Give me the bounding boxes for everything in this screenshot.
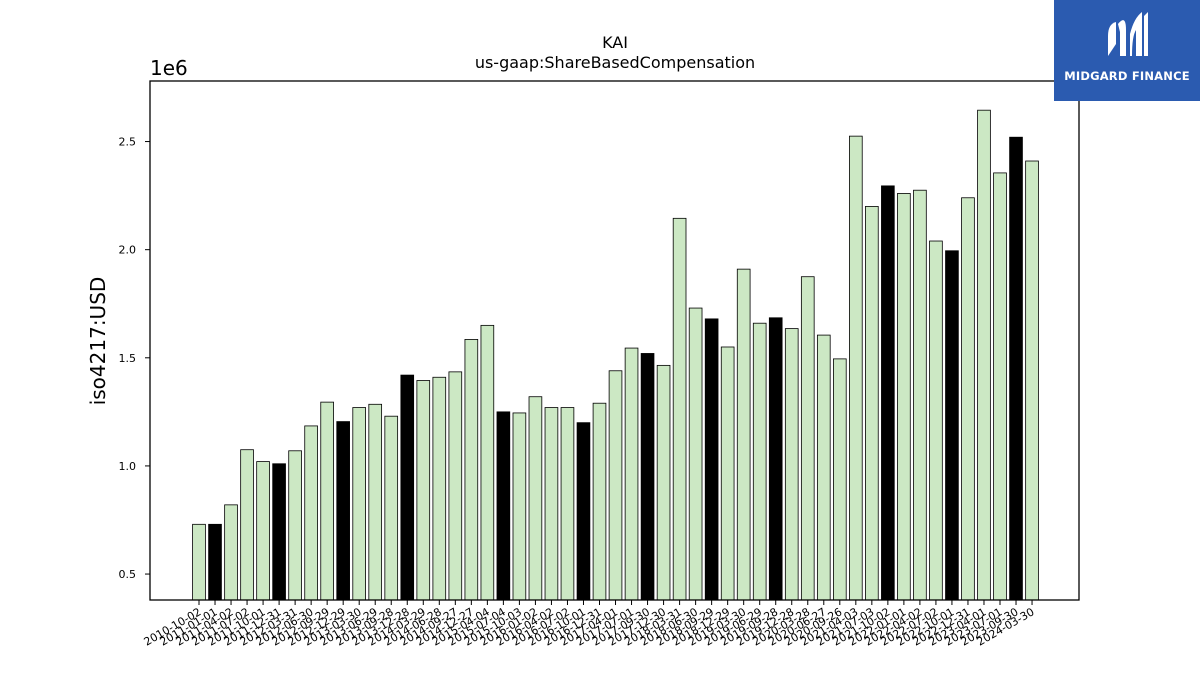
bar-2016-01-02 xyxy=(528,396,543,601)
bar-2023-04-01 xyxy=(977,109,991,601)
bar-2016-12-31 xyxy=(592,402,607,601)
bar-2020-09-26 xyxy=(833,358,847,601)
bar-2021-07-03 xyxy=(865,206,879,601)
y-offset-text: 1e6 xyxy=(150,56,188,80)
bar-2018-06-30 xyxy=(688,307,703,601)
bar-2017-09-30 xyxy=(640,353,655,601)
bar-2015-10-03 xyxy=(512,412,527,601)
bar-2011-10-01 xyxy=(256,461,270,601)
y-tick-label: 0.5 xyxy=(119,568,137,581)
bar-2023-07-01 xyxy=(993,172,1007,601)
y-axis-label: iso4217:USD xyxy=(86,277,110,406)
bar-2022-01-01 xyxy=(897,193,911,601)
bar-2013-12-28 xyxy=(400,374,415,601)
bar-2022-12-31 xyxy=(961,197,975,601)
bar-2011-04-02 xyxy=(224,504,238,601)
bar-2024-03-30 xyxy=(1025,160,1039,601)
y-tick-label: 2.5 xyxy=(119,136,137,149)
bar-2016-04-02 xyxy=(544,407,559,601)
y-tick-label: 1.0 xyxy=(119,460,137,473)
bar-2015-07-04 xyxy=(496,411,511,601)
bar-2012-06-30 xyxy=(304,425,318,601)
bar-2014-09-27 xyxy=(448,371,463,601)
bar-2012-12-29 xyxy=(336,421,350,601)
bar-2018-09-29 xyxy=(704,318,719,601)
brand-logo: MIDGARD FINANCE xyxy=(1054,0,1200,101)
plot-frame xyxy=(149,80,1080,601)
bar-2022-07-02 xyxy=(929,240,943,601)
chart-title: KAI xyxy=(602,33,628,52)
bars-group xyxy=(192,109,1039,601)
bar-2012-03-31 xyxy=(288,450,302,601)
bar-2019-12-28 xyxy=(784,328,799,601)
midgard-logo-icon xyxy=(1108,12,1148,56)
bar-2017-04-01 xyxy=(608,370,623,601)
bar-2020-03-28 xyxy=(800,276,815,601)
bar-2019-03-30 xyxy=(736,268,751,601)
bar-2014-03-29 xyxy=(416,380,431,601)
bar-2021-04-03 xyxy=(849,135,863,601)
bar-2017-12-30 xyxy=(656,364,671,601)
bar-2011-07-02 xyxy=(240,449,254,601)
brand-name: MIDGARD FINANCE xyxy=(1064,69,1190,83)
bar-2012-09-29 xyxy=(320,401,334,601)
bar-2013-03-30 xyxy=(352,407,366,601)
bar-2013-09-28 xyxy=(384,415,399,601)
bar-2019-06-29 xyxy=(752,322,767,601)
chart-subtitle: us-gaap:ShareBasedCompensation xyxy=(475,53,755,72)
bar-2013-06-29 xyxy=(368,403,383,601)
bar-2018-03-31 xyxy=(672,217,687,601)
bar-2021-10-02 xyxy=(881,185,895,601)
bar-2019-09-28 xyxy=(768,317,783,601)
y-ticks: 0.5 1.0 1.5 2.0 2.5 xyxy=(119,136,150,581)
bar-2016-07-02 xyxy=(560,407,575,601)
bar-2017-07-01 xyxy=(624,347,639,601)
y-tick-label: 1.5 xyxy=(119,352,137,365)
x-ticks: 2010-10-022011-01-012011-04-022011-07-02… xyxy=(142,600,1037,649)
bar-2011-01-01 xyxy=(208,523,222,601)
bar-2016-10-01 xyxy=(576,422,591,601)
bar-2020-06-27 xyxy=(816,334,831,601)
bar-2015-04-04 xyxy=(480,324,495,601)
bar-2014-06-28 xyxy=(432,376,447,601)
bar-2010-10-02 xyxy=(192,523,206,601)
bar-2018-12-29 xyxy=(720,346,735,601)
bar-2022-04-02 xyxy=(913,189,927,601)
bar-2022-10-01 xyxy=(945,250,959,601)
y-tick-label: 2.0 xyxy=(119,244,137,257)
bar-2023-09-30 xyxy=(1009,136,1023,601)
bar-2011-12-31 xyxy=(272,463,286,601)
bar-2014-12-27 xyxy=(464,339,479,601)
